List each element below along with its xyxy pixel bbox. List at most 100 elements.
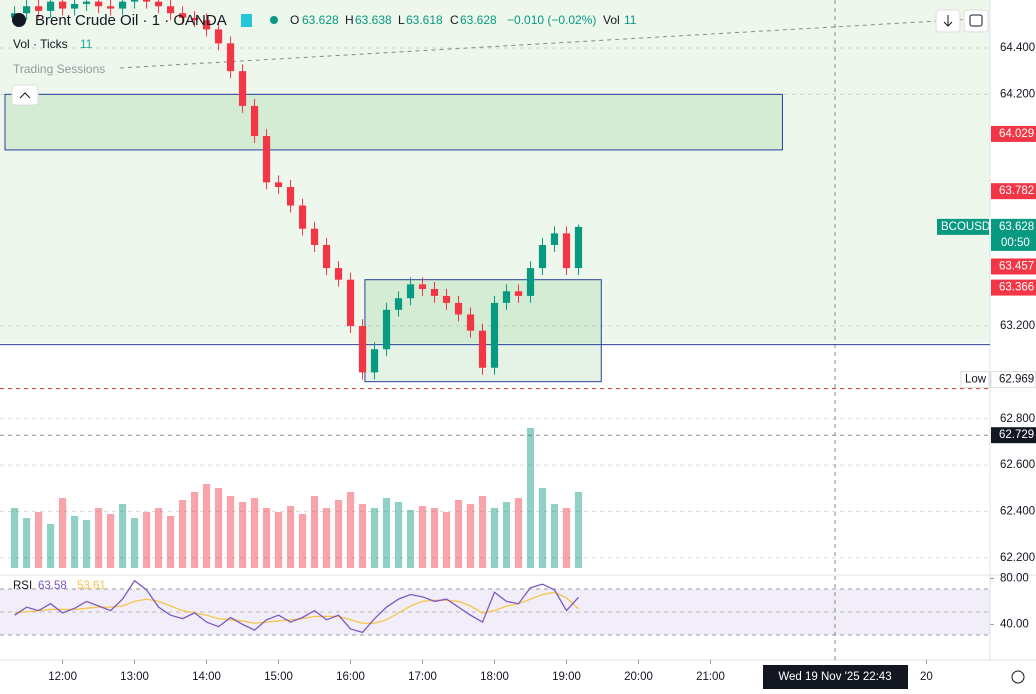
candle-body <box>118 1 127 9</box>
candle-body <box>130 0 139 2</box>
x-tick-label: 13:00 <box>120 671 149 683</box>
legend-vol: 11 <box>624 13 637 27</box>
volume-bar <box>274 512 283 568</box>
price-label <box>991 258 1036 275</box>
legend-change: −0.010 (−0.02%) <box>507 13 596 27</box>
rsi-tick-label: 80.00 <box>1000 572 1029 584</box>
volume-bar <box>358 504 367 568</box>
candle-body <box>154 1 163 7</box>
candle-body <box>382 309 391 350</box>
volume-bar <box>310 496 319 568</box>
volume-bar <box>238 502 247 568</box>
price-tag <box>937 218 989 235</box>
market-icon <box>241 14 252 27</box>
volume-bar <box>106 514 115 568</box>
collapse-icon <box>19 92 31 99</box>
legend-l: 63.618 <box>406 13 443 27</box>
x-tick-label: 19:00 <box>552 671 581 683</box>
volume-bar <box>394 502 403 568</box>
legend-h-label: H <box>345 13 354 27</box>
trend-line <box>119 17 991 69</box>
volume-bar <box>214 488 223 568</box>
price-label <box>991 183 1036 200</box>
volume-bar <box>550 504 559 568</box>
volume-bar <box>202 484 211 568</box>
candle-body <box>550 233 559 245</box>
volume-last: 11 <box>80 37 93 51</box>
x-tick-label: 20 <box>920 671 933 683</box>
candle-body <box>562 233 571 269</box>
candle-body <box>394 298 403 310</box>
volume-bar <box>514 498 523 568</box>
settings-icon[interactable] <box>1011 670 1025 684</box>
candle-body <box>406 284 415 299</box>
sessions-label: Trading Sessions <box>13 62 105 76</box>
volume-bar <box>82 520 91 568</box>
y-tick-label: 63.200 <box>1000 320 1035 332</box>
candle-body <box>574 226 583 269</box>
volume-bar <box>490 508 499 568</box>
volume-bar <box>430 508 439 568</box>
volume-bar <box>190 492 199 568</box>
candle-body <box>34 6 43 11</box>
crosshair-date-box <box>763 665 908 689</box>
candle-body <box>166 6 175 14</box>
volume-bar <box>10 508 19 568</box>
candle-body <box>106 6 115 9</box>
volume-bar <box>142 512 151 568</box>
candle-body <box>202 20 211 30</box>
candle-body <box>310 228 319 245</box>
candle-body <box>70 3 79 9</box>
candle-body <box>370 349 379 373</box>
volume-bar <box>22 518 31 568</box>
candle-body <box>22 6 31 14</box>
x-tick-label: 15:00 <box>264 671 293 683</box>
scroll-icon <box>943 15 953 27</box>
price-label <box>991 125 1036 142</box>
candle-body <box>94 1 103 7</box>
candle-body <box>418 284 427 289</box>
price-label <box>990 371 1036 389</box>
volume-bar <box>166 516 175 568</box>
candle-body <box>478 330 487 368</box>
volume-bar <box>286 506 295 568</box>
volume-bar <box>382 498 391 568</box>
candle-body <box>466 314 475 331</box>
price-label <box>991 218 1036 251</box>
x-tick-label: 14:00 <box>192 671 221 683</box>
price-label-text: 62.729 <box>999 429 1034 441</box>
volume-bar <box>418 506 427 568</box>
plot <box>0 0 990 634</box>
volume-bar <box>478 496 487 568</box>
legend-o: 63.628 <box>302 13 339 27</box>
candle-body <box>238 71 247 106</box>
zone <box>4 93 783 151</box>
candle-body <box>430 288 439 296</box>
legend-c: 63.628 <box>460 13 497 27</box>
candle-body <box>58 1 67 9</box>
candle-body <box>262 136 271 183</box>
volume-bar <box>298 514 307 568</box>
volume-bar <box>502 502 511 568</box>
rsi-label: RSI <box>13 580 32 592</box>
volume-bar <box>562 508 571 568</box>
volume-bar <box>118 504 127 568</box>
fullscreen-button[interactable] <box>963 9 989 33</box>
price-label-text: 64.029 <box>999 128 1034 140</box>
collapse-button[interactable] <box>11 84 39 106</box>
candle-body <box>214 29 223 44</box>
candle-body <box>442 295 451 303</box>
candle-body <box>250 105 259 137</box>
symbol-title: Brent Crude Oil · 1 · OANDA <box>35 12 227 29</box>
legend-h: 63.638 <box>355 13 392 27</box>
price-tag-text: Low <box>965 374 987 386</box>
volume-bar <box>262 508 271 568</box>
volume-bar <box>226 496 235 568</box>
price-label-text: 63.782 <box>999 185 1034 197</box>
x-tick-label: 17:00 <box>408 671 437 683</box>
y-tick-label: 64.200 <box>1000 88 1035 100</box>
candle-body <box>514 291 523 296</box>
legend-o-label: O <box>290 13 299 27</box>
candle-body <box>82 1 91 4</box>
candle-body <box>178 13 187 18</box>
